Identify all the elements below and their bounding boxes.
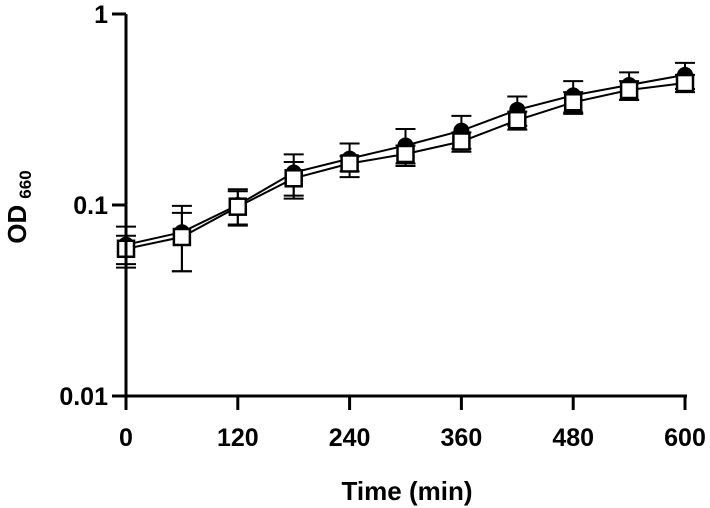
series-2-marker [619,80,639,100]
y-axis-title-main: OD [2,205,32,244]
x-axis-title: Time (min) [342,476,473,506]
series-2-marker [563,93,583,112]
series-2-marker [228,197,248,216]
series-2-marker [284,169,303,188]
x-tick-label: 120 [217,424,259,452]
y-axis-title: OD 660 [2,170,35,243]
series-2-marker [508,110,527,130]
x-ticks: 0 120 240 360 480 600 [119,396,706,452]
y-tick-label: 0.01 [59,383,108,411]
data-markers [116,66,695,259]
x-tick-label: 360 [441,424,483,452]
y-tick-label: 1 [94,1,108,29]
y-axis-title-subscript: 660 [16,170,35,198]
series-2-marker [172,227,192,247]
y-tick-label: 0.1 [73,192,108,220]
y-ticks: 0.01 0.1 1 [59,1,126,411]
series-2-marker [396,144,415,164]
x-tick-label: 480 [552,424,594,452]
series-2-marker [675,73,695,93]
x-tick-label: 240 [329,424,371,452]
series-2-marker [340,154,359,173]
x-tick-label: 0 [119,424,133,452]
series-2-marker [452,132,471,151]
x-tick-label: 600 [664,424,706,452]
